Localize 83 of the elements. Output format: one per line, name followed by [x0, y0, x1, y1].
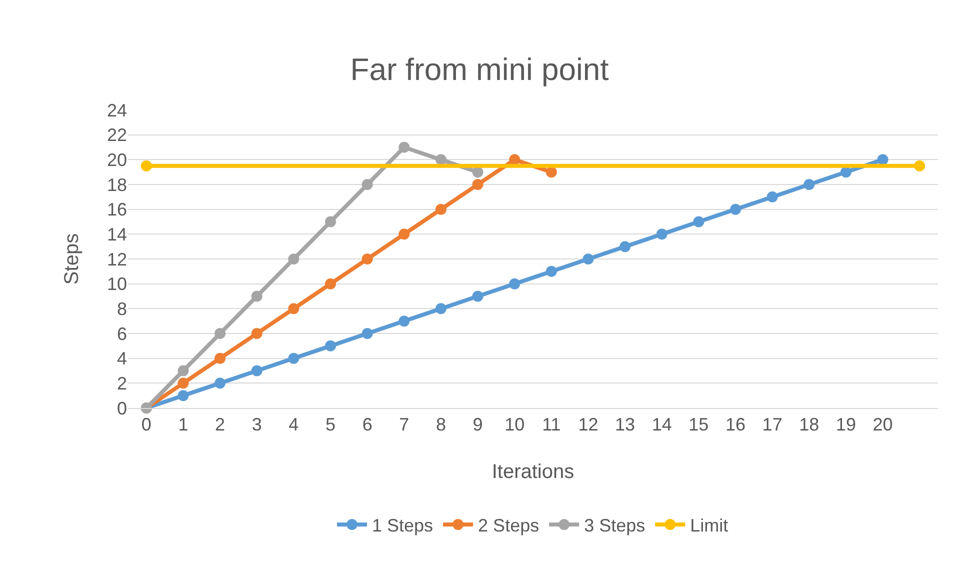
x-tick-label: 1	[178, 414, 188, 435]
x-tick-label: 0	[141, 414, 152, 435]
x-tick-label: 3	[252, 414, 262, 435]
x-tick-label: 6	[362, 414, 372, 435]
point	[656, 228, 668, 240]
point	[288, 254, 300, 264]
point	[472, 166, 484, 178]
x-tick-label: 15	[688, 414, 709, 435]
point	[288, 303, 300, 314]
point	[693, 216, 704, 228]
legend-label: 2 Steps	[478, 516, 540, 536]
point	[435, 204, 446, 215]
legend-label: 3 Steps	[584, 516, 646, 536]
x-tick-label: 10	[504, 414, 525, 435]
point	[509, 154, 520, 166]
point	[214, 328, 226, 339]
point	[840, 166, 852, 178]
x-axis-title: Iterations	[492, 461, 574, 483]
y-tick-label: 20	[106, 150, 127, 170]
point	[546, 166, 557, 178]
point	[214, 378, 226, 389]
point	[804, 179, 815, 190]
y-tick-label: 16	[106, 200, 127, 220]
point	[362, 179, 373, 190]
x-tick-label: 7	[399, 414, 410, 435]
y-tick-label: 24	[106, 100, 127, 120]
x-tick-label: 16	[725, 414, 746, 435]
point	[325, 216, 336, 228]
point	[914, 160, 926, 172]
legend-label: 1 Steps	[372, 516, 434, 536]
point	[435, 303, 446, 314]
point	[325, 278, 336, 290]
point	[251, 290, 262, 302]
point	[251, 365, 262, 376]
point	[398, 228, 410, 240]
x-tick-label: 18	[799, 414, 820, 435]
point	[472, 290, 484, 302]
point	[325, 340, 336, 352]
point	[472, 179, 484, 190]
y-tick-label: 6	[116, 324, 127, 344]
point	[730, 204, 741, 215]
y-tick-label: 4	[116, 348, 127, 369]
point	[140, 160, 152, 172]
chart-title: Far from mini point	[350, 52, 610, 87]
x-tick-label: 17	[762, 414, 782, 435]
y-tick-label: 12	[106, 249, 127, 270]
point	[178, 378, 189, 389]
x-tick-label: 9	[472, 414, 483, 435]
point	[877, 154, 888, 166]
point	[362, 328, 373, 339]
point	[435, 154, 446, 166]
y-tick-label: 18	[106, 174, 127, 195]
x-tick-label: 11	[542, 414, 561, 435]
point	[546, 266, 557, 277]
point	[582, 254, 594, 264]
x-tick-label: 5	[325, 414, 336, 435]
x-tick-label: 8	[436, 414, 446, 435]
point	[214, 352, 226, 364]
point	[178, 365, 189, 376]
point	[509, 278, 520, 290]
y-tick-label: 10	[106, 274, 127, 294]
x-tick-label: 20	[872, 414, 893, 435]
x-tick-label: 13	[615, 414, 636, 435]
point	[766, 191, 778, 202]
point	[178, 390, 189, 402]
point	[362, 254, 373, 264]
x-tick-label: 2	[215, 414, 226, 435]
y-tick-label: 0	[116, 398, 127, 418]
y-tick-label: 2	[116, 373, 127, 394]
point	[251, 328, 262, 339]
x-tick-label: 12	[578, 414, 598, 435]
point	[398, 142, 410, 153]
y-tick-label: 8	[116, 298, 127, 319]
point	[288, 352, 300, 364]
legend-label: Limit	[690, 516, 728, 536]
x-tick-label: 14	[652, 414, 672, 435]
y-tick-label: 22	[106, 125, 127, 146]
point	[620, 241, 631, 252]
x-tick-label: 4	[288, 414, 299, 435]
y-axis-title: Steps	[61, 233, 83, 285]
x-tick-label: 19	[836, 414, 856, 435]
point	[398, 316, 410, 327]
y-tick-label: 14	[106, 224, 127, 244]
